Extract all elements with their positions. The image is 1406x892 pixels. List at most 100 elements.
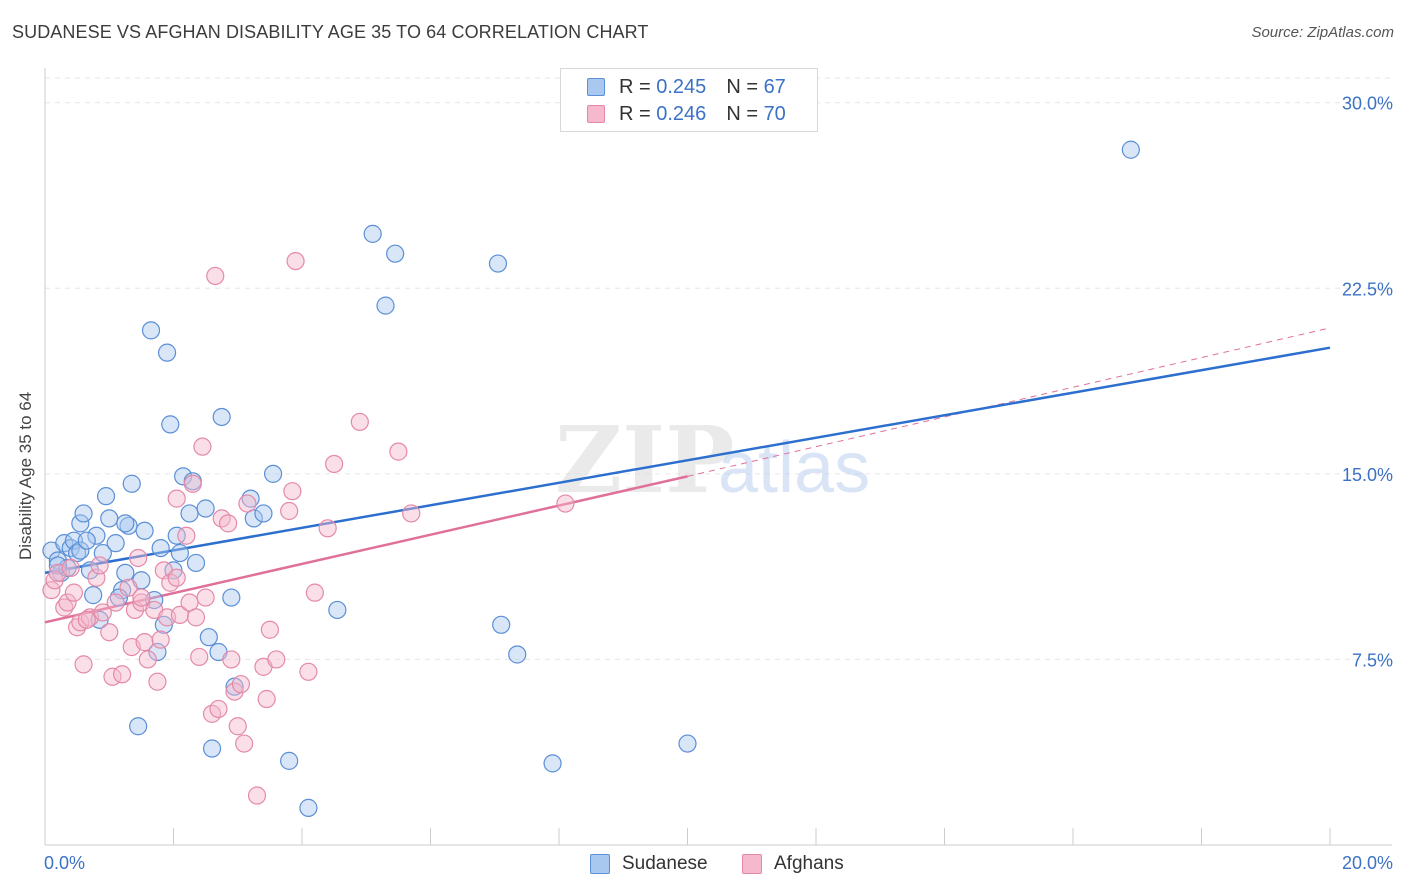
- sudanese-point: [100, 509, 119, 528]
- data-points: [42, 140, 1140, 817]
- sudanese-point: [151, 538, 170, 558]
- afghans-trend-extension: [687, 327, 1331, 477]
- afghans-point: [138, 650, 157, 669]
- afghans-point: [228, 717, 247, 736]
- sudanese-n-value: 67: [763, 75, 786, 98]
- afghans-point: [148, 672, 167, 691]
- legend-item-sudanese[interactable]: Sudanese: [590, 851, 708, 877]
- afghans-point: [222, 650, 241, 669]
- sudanese-point: [241, 489, 260, 508]
- afghans-point: [305, 583, 324, 602]
- correlation-legend: R = 0.245 N = 67 R = 0.246 N = 70: [560, 68, 818, 132]
- sudanese-r-value: 0.245: [656, 75, 707, 98]
- afghans-point: [280, 501, 299, 521]
- source-label: Source: ZipAtlas.com: [1251, 24, 1394, 41]
- afghans-point: [64, 583, 84, 602]
- trend-lines: [44, 327, 1331, 624]
- x-tick-label: 20.0%: [1342, 853, 1393, 873]
- afghans-point: [129, 548, 148, 568]
- afghans-point: [93, 603, 112, 622]
- sudanese-point: [174, 467, 193, 486]
- afghans-point: [325, 454, 344, 474]
- afghans-point: [286, 251, 305, 271]
- watermark-zip: ZIP: [555, 406, 734, 514]
- afghans-point: [235, 734, 254, 753]
- afghans-point: [77, 610, 96, 629]
- r-label: R =: [619, 75, 651, 98]
- afghans-point: [112, 665, 132, 684]
- chart-title: SUDANESE VS AFGHAN DISABILITY AGE 35 TO …: [12, 22, 649, 42]
- sudanese-point: [199, 628, 218, 647]
- sudanese-point: [116, 563, 135, 582]
- afghans-point: [260, 620, 279, 639]
- afghans-point: [190, 647, 209, 667]
- sudanese-point: [196, 499, 215, 518]
- afghans-point: [196, 588, 215, 607]
- sudanese-trend-line: [44, 346, 1331, 575]
- afghans-point: [167, 568, 186, 587]
- afghans-point: [183, 474, 202, 493]
- afghans-r-value: 0.246: [656, 102, 707, 125]
- sudanese-point: [96, 487, 116, 506]
- afghans-point: [219, 514, 238, 533]
- sudanese-swatch: [587, 78, 605, 96]
- tick-labels: 7.5% 15.0% 22.5% 30.0% 0.0% 20.0%: [44, 94, 1393, 873]
- sudanese-point: [508, 645, 527, 664]
- afghans-point: [58, 593, 77, 612]
- legend-row-afghans: R = 0.246 N = 70: [587, 101, 786, 127]
- sudanese-legend-label: Sudanese: [622, 853, 708, 874]
- sudanese-point: [1121, 140, 1140, 159]
- afghans-point: [257, 689, 276, 709]
- afghans-point: [55, 598, 74, 617]
- afghans-point: [177, 526, 196, 545]
- sudanese-point: [74, 504, 93, 523]
- x-tick-label: 0.0%: [44, 853, 85, 873]
- sudanese-point: [299, 798, 318, 817]
- legend-item-afghans[interactable]: Afghans: [742, 851, 844, 877]
- y-tick-label: 22.5%: [1342, 279, 1393, 299]
- sudanese-legend-swatch: [590, 854, 610, 874]
- y-tick-label: 30.0%: [1342, 94, 1393, 114]
- afghans-point: [119, 578, 138, 597]
- sudanese-point: [363, 224, 382, 243]
- sudanese-point: [280, 751, 299, 770]
- afghans-point: [167, 489, 186, 508]
- sudanese-point: [170, 543, 190, 563]
- sudanese-point: [376, 296, 395, 315]
- sudanese-point: [222, 588, 241, 607]
- sudanese-point: [386, 244, 405, 263]
- afghans-point: [225, 682, 244, 701]
- sudanese-point: [263, 464, 283, 483]
- afghans-point: [132, 588, 151, 607]
- sudanese-point: [161, 415, 180, 434]
- afghans-point: [299, 662, 318, 681]
- afghans-point: [100, 623, 119, 642]
- afghans-point: [61, 558, 80, 577]
- afghans-point: [193, 437, 212, 456]
- afghans-point: [151, 630, 170, 649]
- sudanese-point: [254, 504, 273, 523]
- sudanese-point: [180, 504, 199, 523]
- sudanese-point: [186, 553, 206, 573]
- afghans-point: [42, 581, 61, 600]
- axes: [44, 68, 1392, 846]
- sudanese-point: [678, 734, 697, 753]
- afghans-point: [90, 556, 109, 575]
- sudanese-point: [167, 526, 186, 545]
- sudanese-point: [141, 321, 161, 340]
- afghans-trend-line: [44, 475, 688, 624]
- sudanese-point: [488, 254, 508, 273]
- afghans-point: [186, 608, 206, 627]
- afghans-point: [68, 618, 87, 637]
- sudanese-point: [71, 514, 90, 533]
- afghans-point: [206, 266, 225, 286]
- watermark-atlas: atlas: [718, 428, 870, 508]
- afghans-point: [231, 675, 251, 694]
- y-tick-label: 15.0%: [1342, 465, 1393, 485]
- sudanese-point: [129, 717, 148, 736]
- sudanese-point: [106, 534, 125, 553]
- sudanese-point: [202, 739, 222, 758]
- n-label: N =: [726, 102, 758, 125]
